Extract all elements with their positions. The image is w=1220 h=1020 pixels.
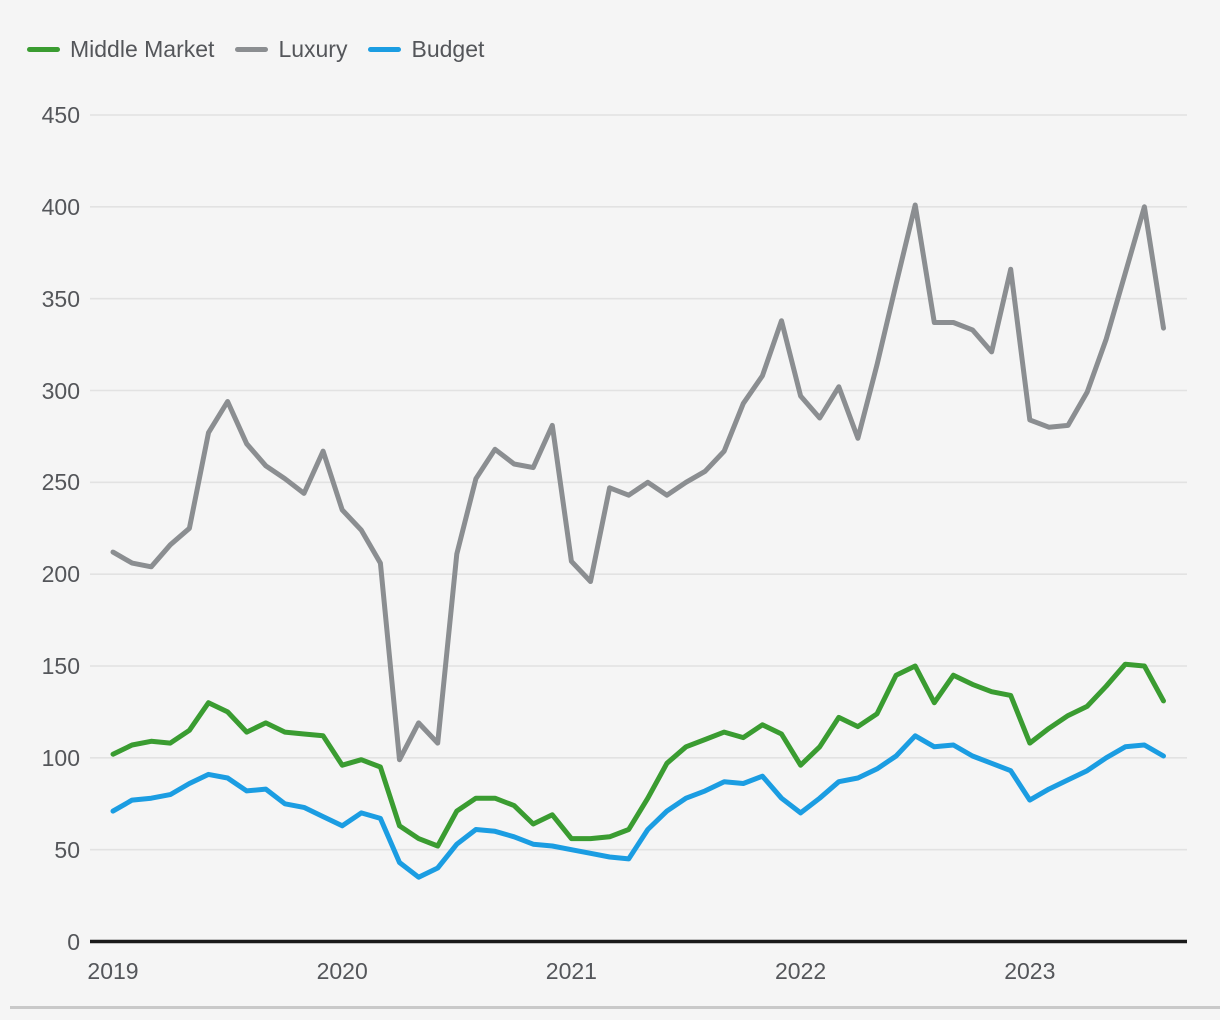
x-axis-label: 2020 [316, 958, 368, 984]
y-axis-label: 50 [54, 836, 80, 863]
legend-swatch-budget [368, 47, 402, 52]
x-axis-label: 2022 [775, 958, 827, 984]
legend-swatch-luxury [235, 47, 269, 52]
legend-item-budget: Budget [368, 36, 484, 63]
legend-swatch-middle-market [27, 47, 60, 52]
y-axis-label: 150 [41, 653, 80, 679]
x-axis-label: 2023 [1004, 958, 1056, 984]
y-axis-label: 250 [41, 469, 80, 496]
y-axis-label: 450 [41, 102, 80, 128]
y-axis-label: 350 [41, 285, 80, 312]
bottom-divider [10, 1006, 1220, 1009]
legend-item-middle-market: Middle Market [27, 36, 214, 63]
legend-label-luxury: Luxury [278, 36, 348, 62]
legend-label-budget: Budget [411, 36, 485, 62]
x-axis-label: 2021 [545, 958, 597, 984]
y-axis-label: 0 [67, 928, 80, 955]
y-axis-label: 100 [41, 744, 80, 771]
x-axis-label: 2019 [87, 958, 139, 984]
y-axis-label: 400 [41, 193, 80, 220]
y-axis-label: 200 [41, 561, 80, 588]
y-axis-label: 300 [41, 377, 80, 404]
line-budget [110, 733, 1166, 880]
legend-item-luxury: Luxury [235, 36, 347, 63]
chart-legend: Middle Market Luxury Budget [27, 36, 484, 63]
legend-label-middle-market: Middle Market [70, 36, 215, 62]
line-middle-market [110, 661, 1166, 849]
line-luxury [110, 202, 1166, 763]
